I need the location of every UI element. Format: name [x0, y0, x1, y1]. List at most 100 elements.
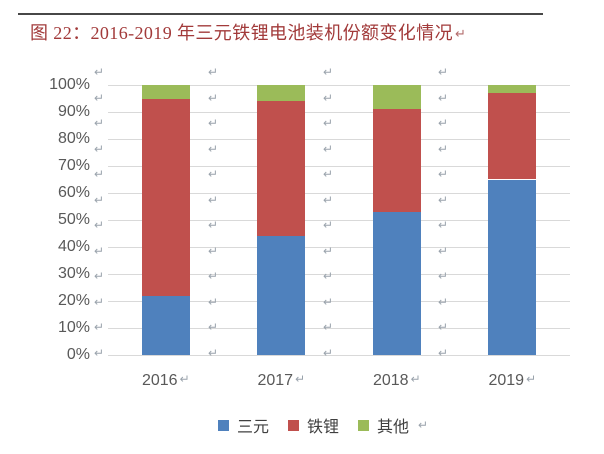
paragraph-mark-icon: ↵ [437, 193, 449, 207]
paragraph-mark-icon: ↵ [322, 65, 334, 79]
bar-segment-ternary-2018 [372, 211, 421, 355]
paragraph-mark-icon: ↵ [322, 269, 334, 283]
x-axis-label-text: 2016 [141, 372, 178, 389]
y-axis-tick-label: 80% [57, 130, 90, 147]
paragraph-mark-icon: ↵ [93, 142, 105, 156]
x-axis-label-2019: 2019 ↵ [464, 370, 560, 390]
paragraph-mark-icon: ↵ [93, 320, 105, 334]
paragraph-mark-icon: ↵ [322, 244, 334, 258]
legend-label-lfp: 铁锂 [306, 419, 339, 436]
legend-item-lfp: 铁锂 [287, 413, 339, 437]
paragraph-mark-icon: ↵ [93, 346, 105, 360]
legend-swatch-lfp [287, 419, 299, 431]
paragraph-mark-icon: ↵ [410, 372, 421, 386]
paragraph-mark-icon: ↵ [207, 346, 219, 360]
y-gridline [108, 112, 570, 113]
bar-segment-ternary-2016 [141, 295, 190, 355]
bar-segment-lfp-2017 [257, 101, 306, 237]
paragraph-mark-icon: ↵ [322, 320, 334, 334]
figure-title: 图 22：2016-2019 年三元铁锂电池装机份额变化情况 ↵ [30, 19, 466, 45]
x-axis-label-2018: 2018 ↵ [349, 370, 445, 390]
y-axis-tick-label: 50% [57, 211, 90, 228]
paragraph-mark-icon: ↵ [437, 320, 449, 334]
paragraph-mark-icon: ↵ [437, 142, 449, 156]
y-axis-tick-label: 0% [66, 346, 90, 363]
legend-label-ternary: 三元 [236, 419, 269, 436]
y-gridline [108, 193, 570, 194]
y-axis-tick-label: 20% [57, 292, 90, 309]
paragraph-mark-icon: ↵ [207, 167, 219, 181]
x-axis-label-text: 2018 [372, 372, 409, 389]
bar-segment-other-2019 [488, 85, 537, 94]
paragraph-mark-icon: ↵ [93, 269, 105, 283]
paragraph-mark-icon: ↵ [437, 167, 449, 181]
paragraph-mark-icon: ↵ [93, 193, 105, 207]
paragraph-mark-icon: ↵ [207, 142, 219, 156]
bar-segment-other-2018 [372, 85, 421, 110]
y-axis-tick-label: 30% [57, 265, 90, 282]
paragraph-mark-icon: ↵ [437, 295, 449, 309]
paragraph-mark-icon: ↵ [322, 346, 334, 360]
y-axis-tick-label: 10% [57, 319, 90, 336]
y-axis-tick-label: 40% [57, 238, 90, 255]
paragraph-mark-icon: ↵ [437, 116, 449, 130]
y-gridline [108, 139, 570, 140]
paragraph-mark-icon: ↵ [93, 295, 105, 309]
paragraph-mark-icon: ↵ [207, 65, 219, 79]
paragraph-mark-icon: ↵ [526, 372, 537, 386]
y-axis-tick-label: 90% [57, 103, 90, 120]
y-gridline [108, 355, 570, 356]
paragraph-mark-icon: ↵ [322, 142, 334, 156]
y-gridline [108, 247, 570, 248]
paragraph-mark-icon: ↵ [207, 193, 219, 207]
paragraph-mark-icon: ↵ [93, 91, 105, 105]
paragraph-mark-icon: ↵ [322, 116, 334, 130]
paragraph-mark-icon: ↵ [93, 167, 105, 181]
y-gridline [108, 166, 570, 167]
y-axis-tick-label: 100% [49, 76, 90, 93]
paragraph-mark-icon: ↵ [207, 295, 219, 309]
x-axis-label-text: 2019 [488, 372, 525, 389]
paragraph-mark-icon: ↵ [437, 91, 449, 105]
title-top-rule [18, 13, 543, 15]
paragraph-mark-icon: ↵ [93, 218, 105, 232]
paragraph-mark-icon: ↵ [437, 269, 449, 283]
paragraph-mark-icon: ↵ [93, 116, 105, 130]
paragraph-mark-icon: ↵ [322, 218, 334, 232]
paragraph-mark-icon: ↵ [322, 295, 334, 309]
paragraph-mark-icon: ↵ [179, 372, 190, 386]
bar-segment-ternary-2017 [257, 236, 306, 355]
x-axis-label-text: 2017 [257, 372, 294, 389]
paragraph-mark-icon: ↵ [437, 346, 449, 360]
figure-title-text: 图 22：2016-2019 年三元铁锂电池装机份额变化情况 [30, 23, 453, 43]
y-gridline [108, 301, 570, 302]
y-gridline [108, 328, 570, 329]
y-axis-tick-label: 60% [57, 184, 90, 201]
paragraph-mark-icon: ↵ [437, 65, 449, 79]
paragraph-mark-icon: ↵ [295, 372, 306, 386]
y-gridline [108, 274, 570, 275]
bar-segment-other-2017 [257, 85, 306, 102]
paragraph-mark-icon: ↵ [417, 418, 429, 432]
bar-segment-lfp-2016 [141, 98, 190, 296]
paragraph-mark-icon: ↵ [207, 91, 219, 105]
paragraph-mark-icon: ↵ [437, 218, 449, 232]
paragraph-mark-icon: ↵ [93, 65, 105, 79]
y-gridline [108, 220, 570, 221]
chart-legend: 三元 铁锂 其他 ↵ [21, 413, 604, 437]
legend-swatch-other [357, 419, 369, 431]
paragraph-mark-icon: ↵ [437, 244, 449, 258]
x-axis-label-2017: 2017 ↵ [233, 370, 329, 390]
paragraph-mark-icon: ↵ [455, 26, 467, 41]
legend-swatch-ternary [217, 419, 229, 431]
paragraph-mark-icon: ↵ [322, 193, 334, 207]
paragraph-mark-icon: ↵ [207, 244, 219, 258]
legend-item-other: 其他 ↵ [357, 413, 429, 437]
legend-item-ternary: 三元 [217, 413, 269, 437]
paragraph-mark-icon: ↵ [322, 167, 334, 181]
bar-segment-ternary-2019 [488, 179, 537, 355]
y-gridline [108, 85, 570, 86]
y-axis-tick-label: 70% [57, 157, 90, 174]
